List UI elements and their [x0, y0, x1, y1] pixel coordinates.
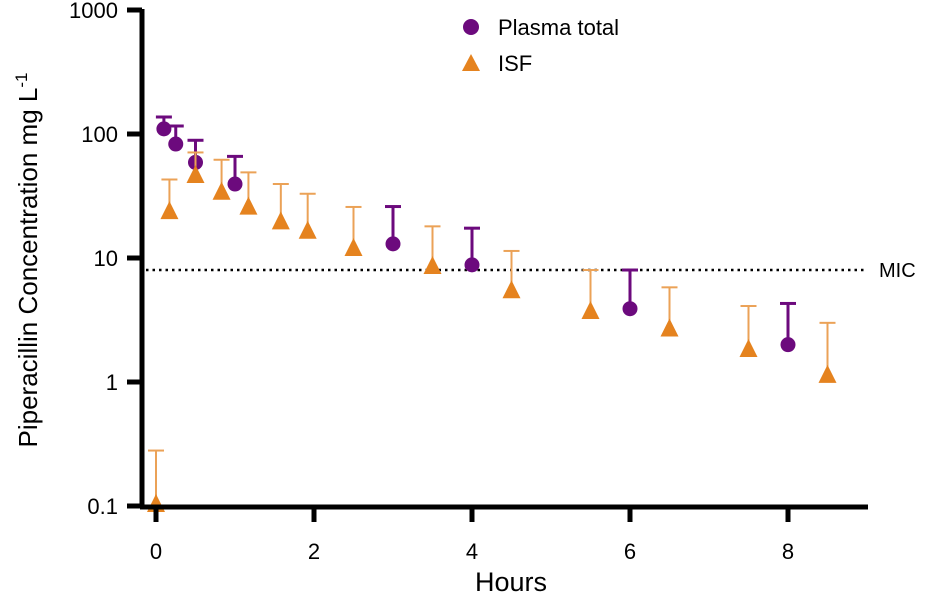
x-axis-label: Hours — [475, 567, 547, 597]
data-point — [581, 301, 600, 320]
data-point — [818, 364, 837, 383]
x-tick-label: 0 — [150, 539, 162, 564]
mic-label: MIC — [879, 260, 916, 282]
data-point — [298, 220, 317, 239]
data-point — [780, 337, 796, 353]
legend-label-isf: ISF — [498, 51, 532, 76]
y-tick-label: 10 — [94, 246, 118, 271]
data-point — [212, 181, 231, 200]
y-tick-label: 1 — [106, 370, 118, 395]
data-point — [622, 301, 638, 317]
data-point — [168, 136, 184, 152]
data-point — [160, 201, 179, 220]
y-tick-label: 100 — [81, 122, 118, 147]
data-point — [344, 238, 363, 257]
legend-marker-isf — [462, 54, 480, 71]
data-point — [464, 257, 480, 273]
x-tick-label: 2 — [308, 539, 320, 564]
y-axis-label: Piperacillin Concentration mg L-1 — [12, 73, 43, 448]
data-point — [156, 121, 172, 137]
data-point — [423, 256, 442, 275]
y-axis-label-main: Piperacillin Concentration mg L — [13, 88, 43, 448]
y-tick-label: 1000 — [69, 0, 118, 23]
data-point — [502, 280, 521, 299]
series-plasma-total — [155, 115, 796, 353]
series-isf — [147, 151, 837, 512]
x-tick-label: 8 — [782, 539, 794, 564]
legend: Plasma total ISF — [462, 15, 619, 76]
x-tick-label: 6 — [624, 539, 636, 564]
y-axis-label-superscript: -1 — [12, 73, 31, 88]
legend-label-plasma-total: Plasma total — [498, 15, 619, 40]
y-tick-label: 0.1 — [87, 494, 118, 519]
data-point — [739, 338, 758, 357]
data-point — [186, 165, 205, 184]
x-tick-label: 4 — [466, 539, 478, 564]
legend-marker-plasma-total — [463, 19, 479, 35]
data-point — [385, 236, 401, 252]
data-point — [239, 196, 258, 215]
data-point — [660, 318, 679, 337]
data-point — [227, 176, 243, 192]
data-point — [271, 211, 290, 230]
